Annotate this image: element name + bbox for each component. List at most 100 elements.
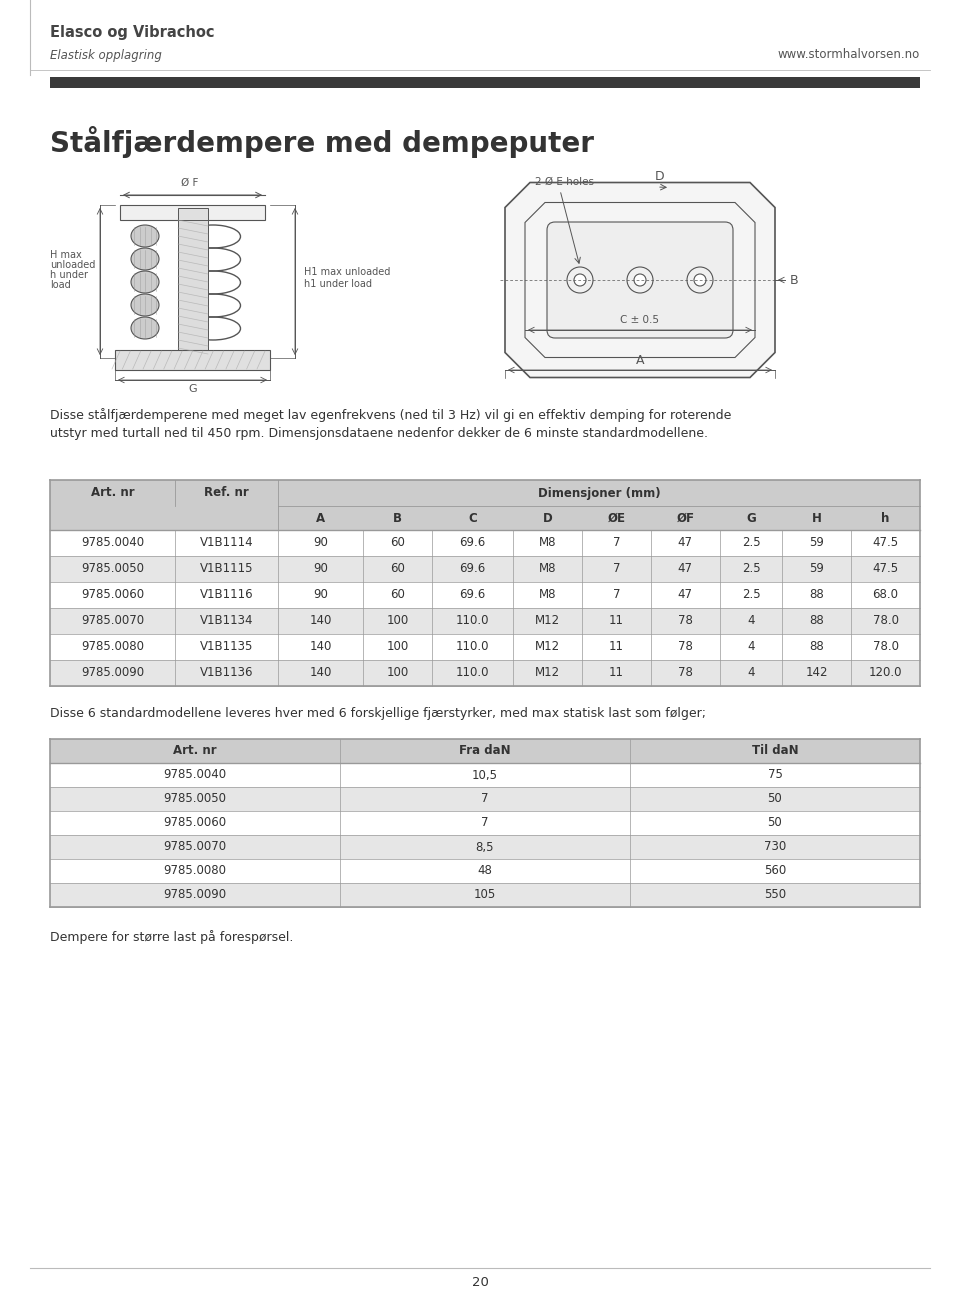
Bar <box>50 530 920 556</box>
Text: 90: 90 <box>313 562 327 575</box>
Bar <box>120 205 265 219</box>
Text: V1B1134: V1B1134 <box>200 614 253 627</box>
Circle shape <box>687 267 713 293</box>
Text: 7: 7 <box>481 793 489 806</box>
Text: 48: 48 <box>477 864 492 877</box>
Text: 60: 60 <box>390 588 405 601</box>
Text: A: A <box>636 353 644 366</box>
Text: 47.5: 47.5 <box>873 562 899 575</box>
Text: Art. nr: Art. nr <box>91 487 134 500</box>
Text: 9785.0050: 9785.0050 <box>163 793 227 806</box>
Text: 60: 60 <box>390 562 405 575</box>
Text: 9785.0050: 9785.0050 <box>81 562 144 575</box>
Text: 7: 7 <box>612 562 620 575</box>
Text: 78: 78 <box>678 666 693 679</box>
Text: M8: M8 <box>539 536 557 549</box>
Text: B: B <box>393 511 402 524</box>
Text: 2.5: 2.5 <box>742 588 760 601</box>
Text: Disse stålfjærdemperene med meget lav egenfrekvens (ned til 3 Hz) vil gi en effe: Disse stålfjærdemperene med meget lav eg… <box>50 408 732 422</box>
Ellipse shape <box>131 317 159 339</box>
Text: 47: 47 <box>678 562 693 575</box>
Text: h1 under load: h1 under load <box>304 279 372 289</box>
Text: 8,5: 8,5 <box>476 841 494 854</box>
Text: M12: M12 <box>535 614 560 627</box>
Text: 47: 47 <box>678 536 693 549</box>
Text: 60: 60 <box>390 536 405 549</box>
Bar <box>50 633 920 659</box>
Text: 140: 140 <box>309 666 331 679</box>
Text: 2 Ø E holes: 2 Ø E holes <box>535 177 594 187</box>
Text: Elasco og Vibrachoc: Elasco og Vibrachoc <box>50 25 214 39</box>
Text: Ref. nr: Ref. nr <box>204 487 249 500</box>
Text: Elastisk opplagring: Elastisk opplagring <box>50 48 162 61</box>
Bar <box>50 883 920 907</box>
Text: 88: 88 <box>809 588 824 601</box>
Bar <box>50 739 920 763</box>
Bar <box>50 859 920 883</box>
Text: 9785.0080: 9785.0080 <box>81 640 144 653</box>
Text: 11: 11 <box>609 614 624 627</box>
Text: Til daN: Til daN <box>752 745 799 758</box>
Text: 100: 100 <box>386 614 409 627</box>
Text: H max: H max <box>50 251 82 260</box>
Text: 142: 142 <box>805 666 828 679</box>
Text: 4: 4 <box>747 640 755 653</box>
Bar <box>50 506 920 530</box>
Text: 10,5: 10,5 <box>472 768 498 781</box>
Text: 110.0: 110.0 <box>456 666 490 679</box>
Text: 560: 560 <box>764 864 786 877</box>
Text: 68.0: 68.0 <box>873 588 899 601</box>
Bar <box>50 811 920 835</box>
Text: www.stormhalvorsen.no: www.stormhalvorsen.no <box>778 48 920 61</box>
Circle shape <box>694 274 706 286</box>
Text: 69.6: 69.6 <box>459 562 486 575</box>
Text: Dimensjoner (mm): Dimensjoner (mm) <box>538 487 660 500</box>
Text: Disse 6 standardmodellene leveres hver med 6 forskjellige fjærstyrker, med max s: Disse 6 standardmodellene leveres hver m… <box>50 707 706 720</box>
Text: 105: 105 <box>474 889 496 902</box>
Text: ØF: ØF <box>676 511 694 524</box>
Bar <box>50 77 920 88</box>
Text: 730: 730 <box>764 841 786 854</box>
Text: 78.0: 78.0 <box>873 640 899 653</box>
Text: Fra daN: Fra daN <box>459 745 511 758</box>
Text: 11: 11 <box>609 666 624 679</box>
Text: 7: 7 <box>481 816 489 829</box>
Text: Dempere for større last på forespørsel.: Dempere for større last på forespørsel. <box>50 929 294 944</box>
Text: 140: 140 <box>309 640 331 653</box>
Text: Ø F: Ø F <box>181 178 199 188</box>
Text: 9785.0040: 9785.0040 <box>163 768 227 781</box>
Text: 20: 20 <box>471 1276 489 1289</box>
Text: 7: 7 <box>612 536 620 549</box>
Text: 69.6: 69.6 <box>459 588 486 601</box>
Text: h: h <box>881 511 890 524</box>
Text: 69.6: 69.6 <box>459 536 486 549</box>
Text: 4: 4 <box>747 614 755 627</box>
Text: 50: 50 <box>768 816 782 829</box>
Text: V1B1136: V1B1136 <box>200 666 253 679</box>
Text: 78: 78 <box>678 614 693 627</box>
Text: 88: 88 <box>809 614 824 627</box>
Bar <box>115 350 270 370</box>
Bar <box>50 835 920 859</box>
Text: 9785.0040: 9785.0040 <box>81 536 144 549</box>
Text: 47: 47 <box>678 588 693 601</box>
Ellipse shape <box>131 225 159 247</box>
Text: unloaded: unloaded <box>50 260 95 270</box>
Text: 110.0: 110.0 <box>456 640 490 653</box>
Text: V1B1116: V1B1116 <box>200 588 253 601</box>
Text: 2.5: 2.5 <box>742 536 760 549</box>
Text: 78.0: 78.0 <box>873 614 899 627</box>
Bar <box>50 556 920 582</box>
Text: 11: 11 <box>609 640 624 653</box>
FancyBboxPatch shape <box>547 222 733 337</box>
Text: 7: 7 <box>612 588 620 601</box>
Text: M8: M8 <box>539 588 557 601</box>
Text: 120.0: 120.0 <box>869 666 902 679</box>
Text: H1 max unloaded: H1 max unloaded <box>304 267 391 276</box>
Text: 59: 59 <box>809 562 825 575</box>
Text: load: load <box>50 280 71 289</box>
Text: 9785.0080: 9785.0080 <box>163 864 227 877</box>
Polygon shape <box>505 183 775 378</box>
Text: 75: 75 <box>768 768 782 781</box>
Text: 110.0: 110.0 <box>456 614 490 627</box>
